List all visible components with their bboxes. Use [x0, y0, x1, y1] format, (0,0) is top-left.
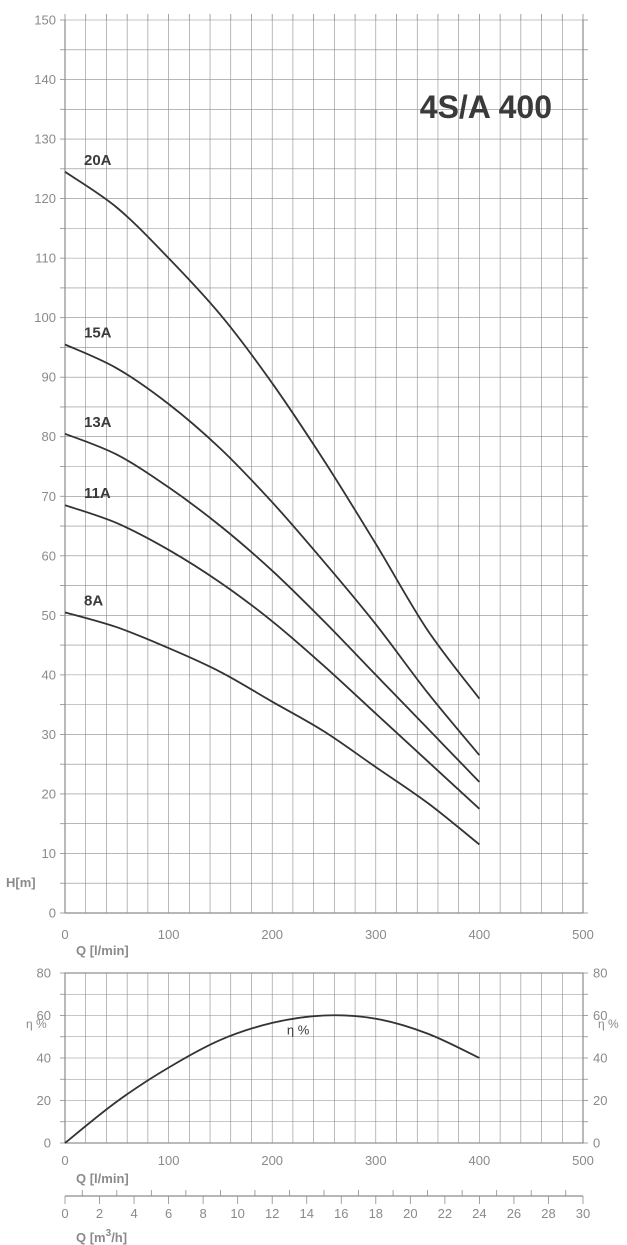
- y-tick-label-left: 80: [37, 966, 51, 981]
- efficiency-curve-label: η %: [287, 1023, 310, 1038]
- m3h-tick-label: 0: [61, 1206, 68, 1221]
- curve-11a: [64, 504, 481, 810]
- curve-13a: [64, 432, 481, 783]
- curve-label-15a: 15A: [84, 324, 112, 341]
- m3h-tick-label: 12: [265, 1206, 279, 1221]
- efficiency-chart-x-label: Q [l/min]: [76, 1171, 129, 1186]
- head-chart-y-label: H[m]: [6, 875, 36, 890]
- m3h-tick-label: 22: [438, 1206, 452, 1221]
- curve-20a: [64, 171, 481, 700]
- y-tick-label: 110: [35, 251, 56, 266]
- y-tick-label-right: 40: [593, 1051, 607, 1066]
- curve-label-11a: 11A: [84, 485, 111, 502]
- curve-label-13a: 13A: [84, 414, 112, 431]
- y-tick-label: 130: [34, 132, 56, 147]
- m3h-tick-label: 26: [507, 1206, 521, 1221]
- m3h-tick-label: 18: [369, 1206, 383, 1221]
- x-tick-label: 300: [365, 1153, 387, 1168]
- m3h-tick-label: 30: [576, 1206, 590, 1221]
- m3h-tick-label: 24: [472, 1206, 486, 1221]
- y-tick-label: 90: [42, 370, 56, 385]
- y-tick-label: 120: [34, 191, 56, 206]
- m3h-tick-label: 14: [299, 1206, 313, 1221]
- m3h-tick-label: 2: [96, 1206, 103, 1221]
- y-tick-label-left: 40: [37, 1051, 51, 1066]
- flow-m3h-label-superscript: 3: [106, 1228, 112, 1239]
- curve-label-8a: 8A: [84, 592, 103, 609]
- curve-8a: [64, 611, 480, 846]
- y-tick-label: 70: [42, 489, 56, 504]
- head-chart-x-label: Q [l/min]: [76, 943, 129, 958]
- head-chart-axes: [60, 14, 588, 914]
- m3h-tick-label: 20: [403, 1206, 417, 1221]
- m3h-tick-label: 4: [130, 1206, 137, 1221]
- x-tick-label: 0: [61, 927, 68, 942]
- flow-m3h-axis-label: Q [m3/h]: [76, 1228, 127, 1245]
- efficiency-chart-axes: [60, 972, 588, 1144]
- x-tick-label: 100: [158, 1153, 180, 1168]
- flow-m3h-label-suffix: /h]: [111, 1230, 127, 1245]
- x-tick-label: 400: [469, 927, 491, 942]
- y-tick-label-right: 80: [593, 966, 607, 981]
- curve-label-20a: 20A: [84, 152, 112, 169]
- y-tick-label: 100: [34, 310, 56, 325]
- y-tick-label-right: 60: [593, 1008, 607, 1023]
- m3h-tick-label: 28: [541, 1206, 555, 1221]
- y-tick-label-left: 20: [37, 1093, 51, 1108]
- x-tick-label: 100: [158, 927, 180, 942]
- x-tick-label: 400: [469, 1153, 491, 1168]
- x-tick-label: 500: [572, 1153, 594, 1168]
- m3h-tick-label: 8: [200, 1206, 207, 1221]
- m3h-tick-label: 10: [230, 1206, 244, 1221]
- x-tick-label: 200: [261, 927, 283, 942]
- y-tick-label: 60: [42, 548, 56, 563]
- y-tick-label-left: 0: [44, 1136, 51, 1151]
- y-tick-label-right: 20: [593, 1093, 607, 1108]
- y-tick-label: 140: [34, 72, 56, 87]
- x-tick-label: 0: [61, 1153, 68, 1168]
- y-tick-label: 30: [42, 727, 56, 742]
- y-tick-label: 80: [42, 429, 56, 444]
- y-tick-label: 150: [34, 13, 56, 28]
- head-chart-grid: [64, 19, 584, 914]
- efficiency-y-label-left: η %: [26, 1017, 47, 1031]
- y-tick-label: 0: [49, 906, 56, 921]
- efficiency-y-label-right: η %: [598, 1017, 619, 1031]
- x-tick-label: 200: [261, 1153, 283, 1168]
- y-tick-label: 20: [42, 786, 56, 801]
- y-tick-label: 40: [42, 667, 56, 682]
- flow-m3h-label-prefix: Q [m: [76, 1230, 106, 1245]
- curve-15a: [64, 343, 481, 756]
- head-chart-curves: 20A 15A 13A 11A 8A: [64, 152, 481, 846]
- y-tick-label: 10: [42, 846, 56, 861]
- y-tick-label-right: 0: [593, 1136, 600, 1151]
- efficiency-chart-grid: [64, 972, 584, 1144]
- x-tick-label: 300: [365, 927, 387, 942]
- y-tick-label: 50: [42, 608, 56, 623]
- x-tick-label: 500: [572, 927, 594, 942]
- y-tick-label-left: 60: [37, 1008, 51, 1023]
- flow-m3h-axis: 0 2 4 6 8 10 12 14 16 18 20 22 24 26 28 30: [61, 1190, 590, 1221]
- head-chart-tick-labels: 0 10 20 30 40 50 60 70 80 90 100 110 120 130 140 150 0 10…: [34, 13, 594, 943]
- efficiency-chart-curves: η %: [64, 1014, 480, 1144]
- chart-title: 4S/A 400: [420, 89, 552, 125]
- m3h-tick-label: 6: [165, 1206, 172, 1221]
- efficiency-curve: [64, 1014, 480, 1144]
- m3h-tick-label: 16: [334, 1206, 348, 1221]
